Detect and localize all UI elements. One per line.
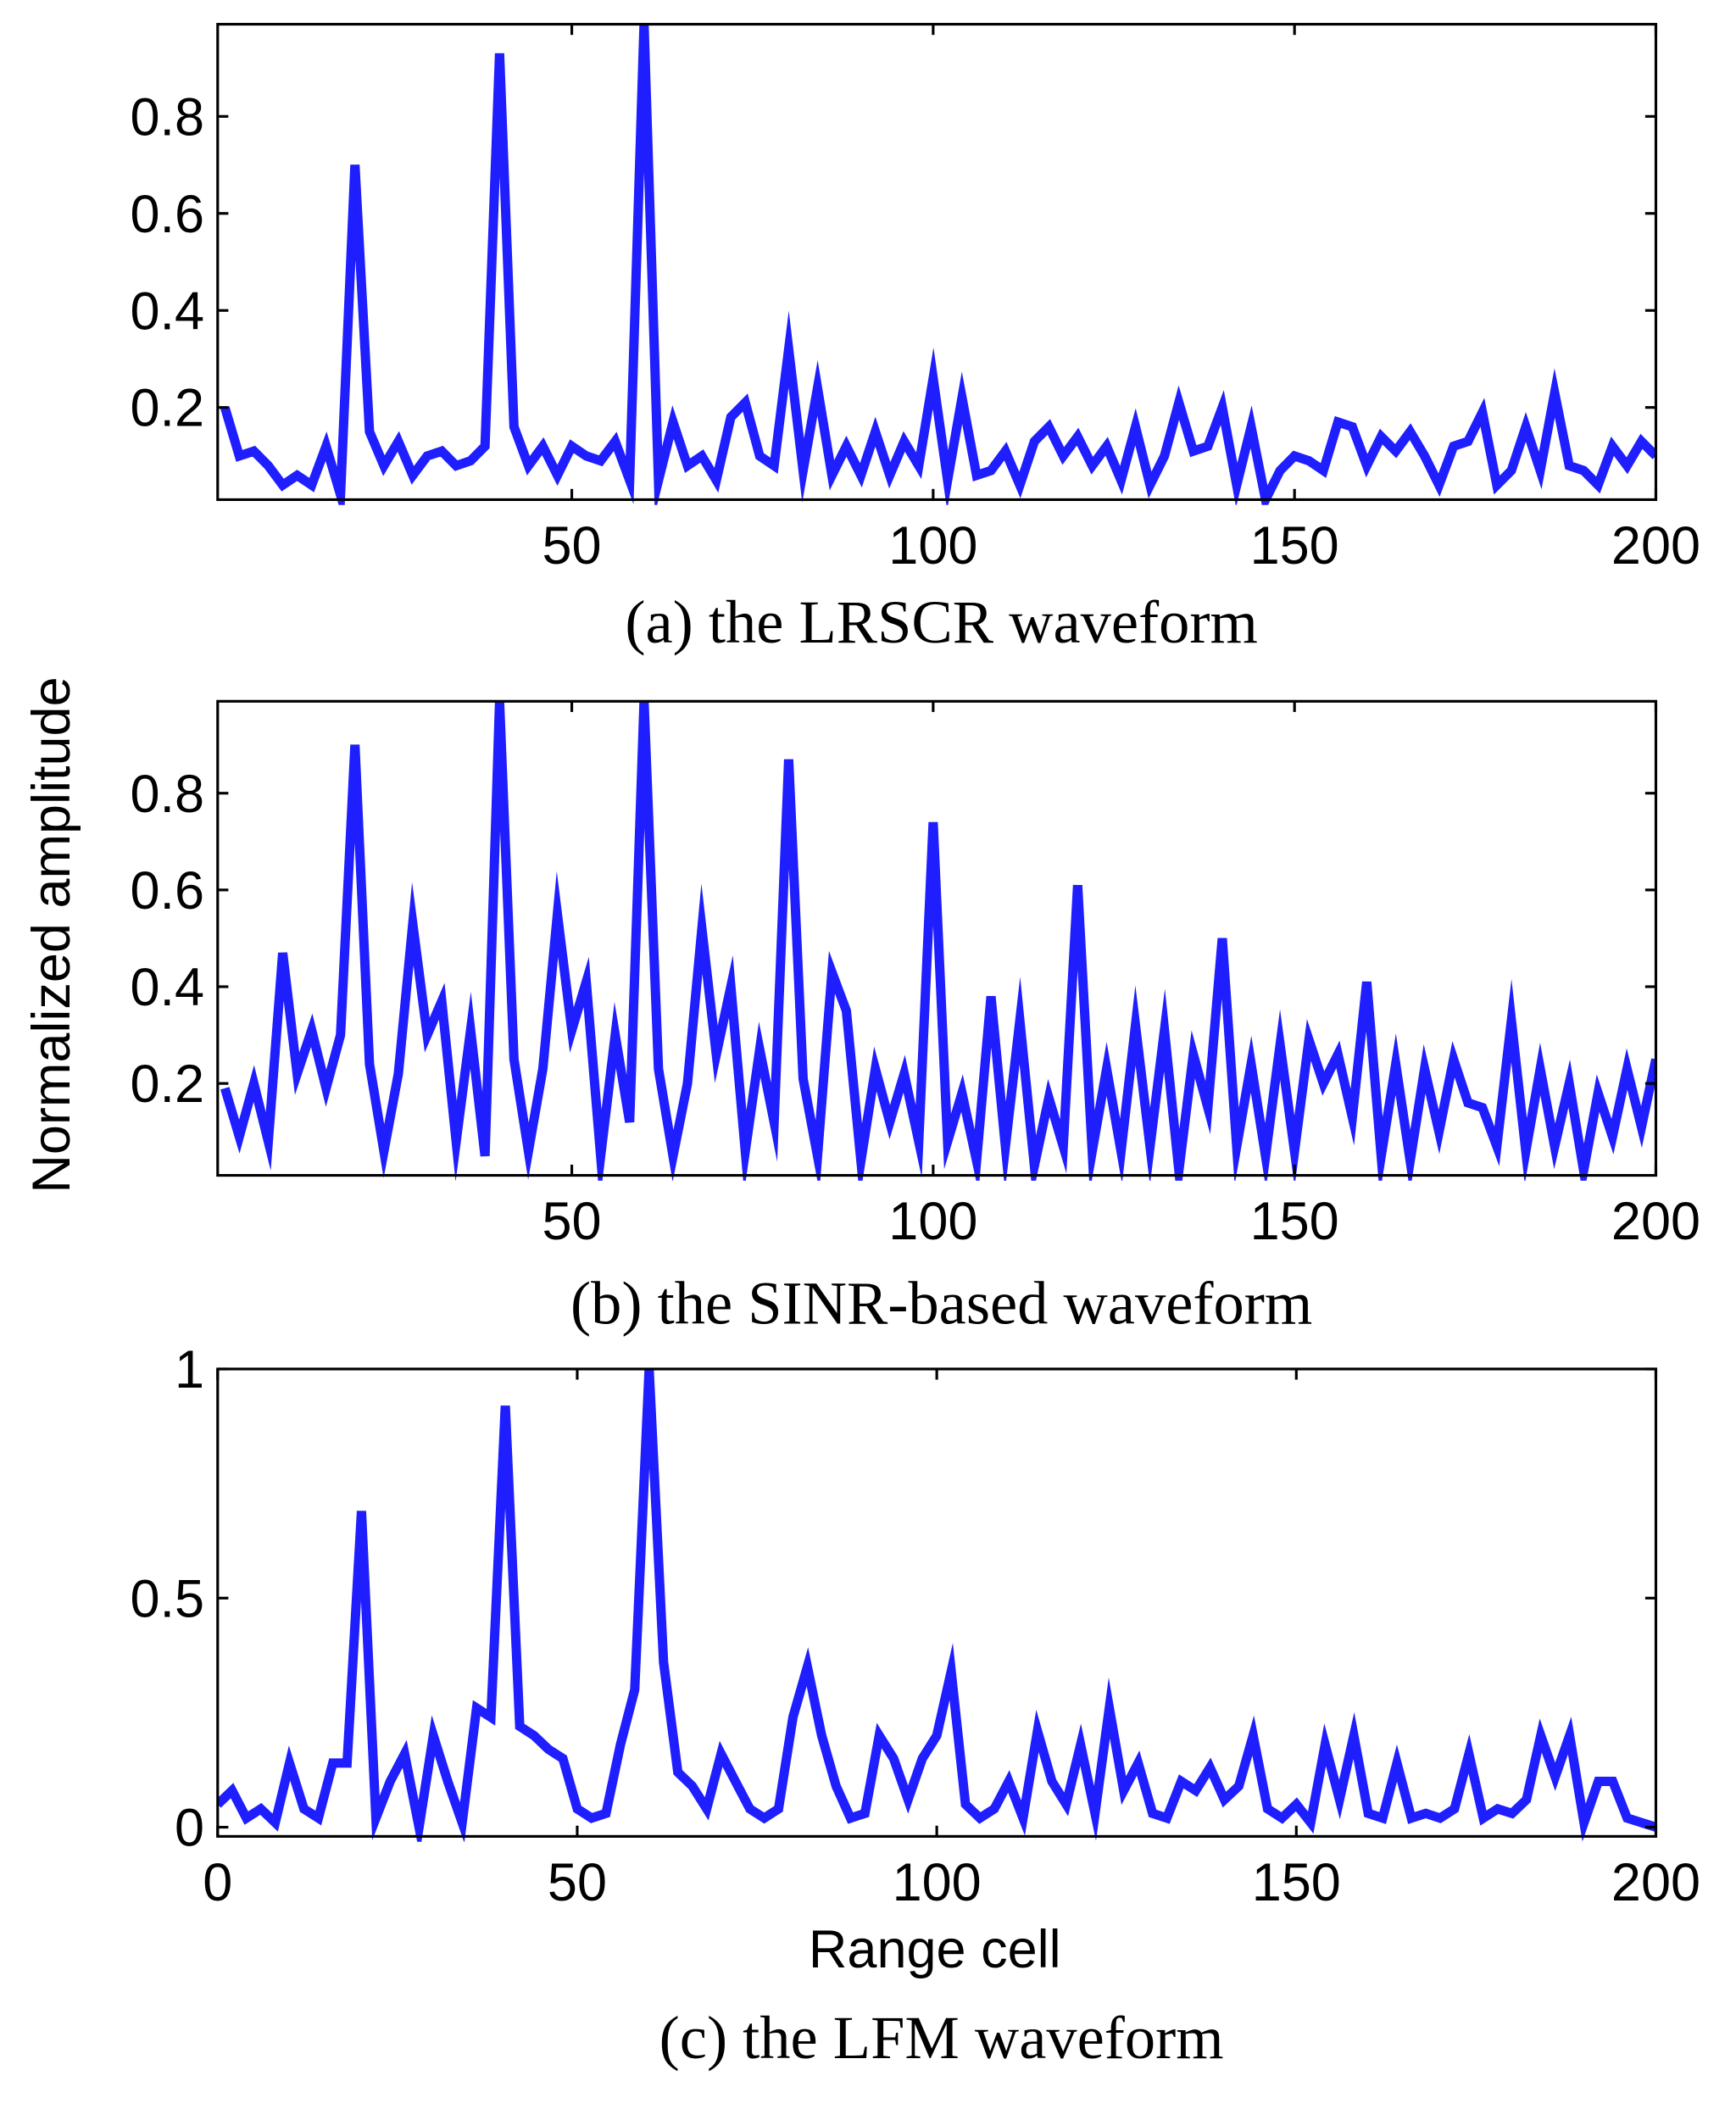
x-tick-label: 200 bbox=[1611, 1853, 1700, 1912]
x-tick-label: 200 bbox=[1611, 516, 1700, 576]
y-tick-label: 0.2 bbox=[130, 379, 204, 438]
axes-box bbox=[216, 23, 1658, 502]
data-line bbox=[220, 701, 1656, 1181]
data-line bbox=[220, 24, 1656, 505]
y-tick-label: 0 bbox=[175, 1799, 204, 1858]
y-tick-label: 0.6 bbox=[130, 861, 204, 921]
y-tick-label: 1 bbox=[175, 1340, 204, 1400]
y-axis-label: Normalized amplitude bbox=[22, 676, 81, 1193]
y-tick-label: 0.6 bbox=[130, 185, 204, 244]
caption: (b) the SINR-based waveform bbox=[570, 1268, 1312, 1337]
y-tick-label: 0.5 bbox=[130, 1569, 204, 1628]
x-tick-label: 50 bbox=[542, 516, 602, 576]
y-tick-label: 0.8 bbox=[130, 765, 204, 824]
y-tick-label: 0.4 bbox=[130, 281, 204, 341]
axes-box bbox=[216, 1367, 1658, 1838]
caption: (c) the LFM waveform bbox=[659, 2003, 1224, 2072]
x-axis-label: Range cell bbox=[809, 1920, 1061, 1979]
x-tick-label: 150 bbox=[1250, 516, 1339, 576]
y-tick-label: 0.2 bbox=[130, 1054, 204, 1114]
axes-box bbox=[216, 699, 1658, 1177]
x-tick-label: 50 bbox=[542, 1192, 602, 1251]
x-tick-label: 0 bbox=[203, 1853, 232, 1912]
x-tick-label: 200 bbox=[1611, 1192, 1700, 1251]
data-line bbox=[217, 1368, 1656, 1842]
y-tick-label: 0.8 bbox=[130, 87, 204, 147]
x-tick-label: 150 bbox=[1250, 1192, 1339, 1251]
x-tick-label: 150 bbox=[1252, 1853, 1341, 1912]
caption: (a) the LRSCR waveform bbox=[625, 587, 1258, 656]
y-tick-label: 0.4 bbox=[130, 958, 204, 1017]
x-tick-label: 100 bbox=[888, 516, 977, 576]
x-tick-label: 100 bbox=[888, 1192, 977, 1251]
x-tick-label: 50 bbox=[548, 1853, 607, 1912]
x-tick-label: 100 bbox=[893, 1853, 982, 1912]
